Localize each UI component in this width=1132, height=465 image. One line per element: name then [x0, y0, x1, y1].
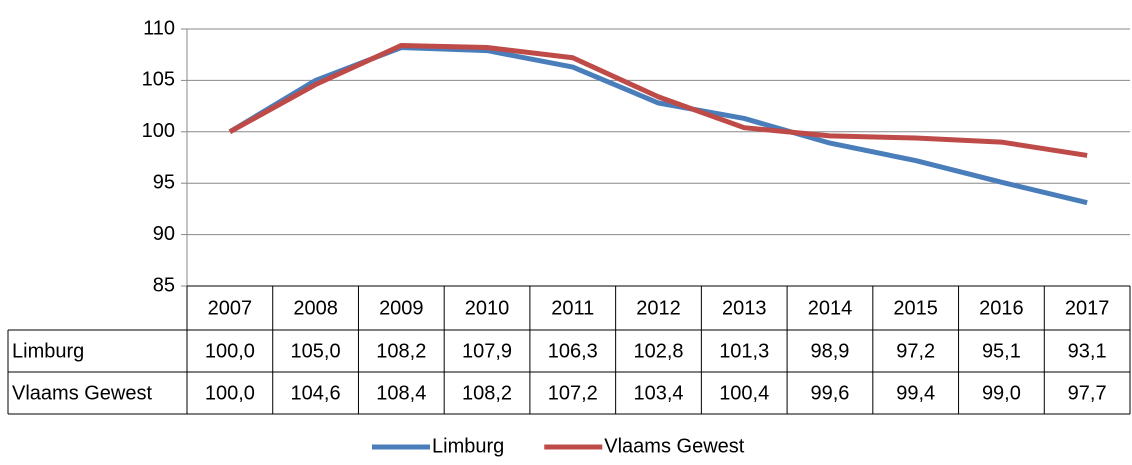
table-cell: 107,2 — [548, 382, 598, 404]
table-cell: 102,8 — [633, 340, 683, 362]
y-tick-label: 95 — [153, 171, 175, 193]
x-tick-label: 2016 — [979, 297, 1024, 319]
table-cell: 108,2 — [462, 382, 512, 404]
table-cell: 99,0 — [982, 382, 1021, 404]
y-tick-label: 85 — [153, 274, 175, 296]
table-row-label: Limburg — [12, 340, 84, 362]
x-tick-label: 2009 — [379, 297, 424, 319]
table-cell: 99,4 — [896, 382, 935, 404]
y-tick-label: 100 — [142, 120, 175, 142]
y-tick-label: 90 — [153, 223, 175, 245]
x-tick-label: 2015 — [893, 297, 938, 319]
x-tick-label: 2017 — [1065, 297, 1110, 319]
table-row-label: Vlaams Gewest — [12, 382, 152, 404]
table-cell: 104,6 — [291, 382, 341, 404]
series-line — [228, 45, 1088, 206]
legend-label: Vlaams Gewest — [604, 435, 744, 457]
table-cell: 105,0 — [291, 340, 341, 362]
table-cell: 97,7 — [1068, 382, 1107, 404]
table-cell: 106,3 — [548, 340, 598, 362]
x-tick-label: 2010 — [465, 297, 510, 319]
table-cell: 97,2 — [896, 340, 935, 362]
x-tick-label: 2012 — [636, 297, 681, 319]
table-cell: 99,6 — [810, 382, 849, 404]
x-tick-label: 2008 — [293, 297, 338, 319]
table-cell: 98,9 — [810, 340, 849, 362]
x-tick-label: 2011 — [551, 297, 594, 319]
x-tick-label: 2014 — [808, 297, 853, 319]
table-cell: 100,4 — [719, 382, 769, 404]
table-cell: 93,1 — [1068, 340, 1107, 362]
table-cell: 108,2 — [376, 340, 426, 362]
table-cell: 107,9 — [462, 340, 512, 362]
y-tick-label: 110 — [143, 17, 175, 39]
series-line — [228, 42, 1088, 158]
y-tick-label: 105 — [142, 69, 175, 91]
table-cell: 101,3 — [719, 340, 769, 362]
legend-label: Limburg — [432, 435, 504, 457]
x-tick-label: 2007 — [208, 297, 253, 319]
x-tick-label: 2013 — [722, 297, 767, 319]
table-cell: 103,4 — [633, 382, 683, 404]
table-cell: 100,0 — [205, 340, 255, 362]
table-cell: 95,1 — [982, 340, 1021, 362]
table-cell: 108,4 — [376, 382, 426, 404]
table-cell: 100,0 — [205, 382, 255, 404]
